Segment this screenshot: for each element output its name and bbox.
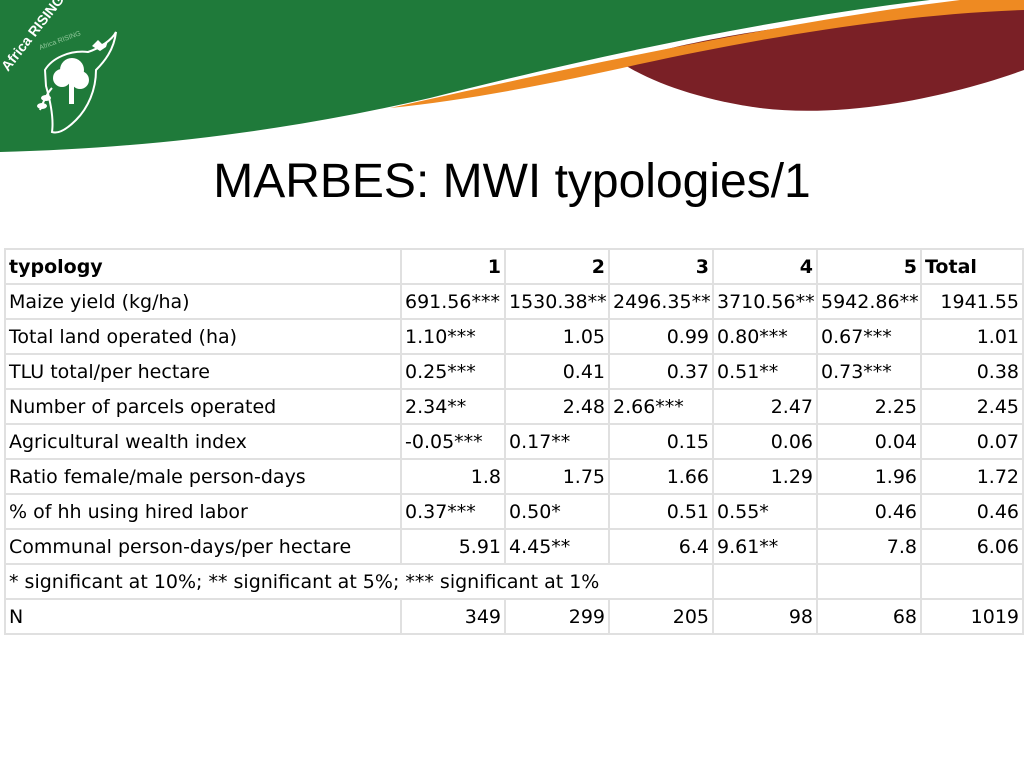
table-cell: 349 (400, 598, 506, 635)
table-cell: 1530.38** (504, 283, 610, 320)
table-cell: 691.56*** (400, 283, 506, 320)
significance-note: * significant at 10%; ** significant at … (4, 563, 714, 600)
table-cell: 2.47 (712, 388, 818, 425)
sample-size-row: N 349 299 205 98 68 1019 (4, 598, 1024, 635)
table-cell: 6.4 (608, 528, 714, 565)
table-cell: 1.72 (920, 458, 1024, 495)
table-cell: 0.37*** (400, 493, 506, 530)
orange-swoosh (390, 0, 1024, 108)
table-cell: 5 (816, 248, 922, 285)
row-label-cell: N (4, 598, 402, 635)
row-label-cell: Agricultural wealth index (4, 423, 402, 460)
table-cell: 1.75 (504, 458, 610, 495)
empty-cell (920, 563, 1024, 600)
table-cell: 4 (712, 248, 818, 285)
row-label-cell: % of hh using hired labor (4, 493, 402, 530)
table-row: Communal person-days/per hectare 5.91 4.45… (4, 528, 1024, 565)
table-cell: 1.96 (816, 458, 922, 495)
table-cell: 299 (504, 598, 610, 635)
table-cell: 1.01 (920, 318, 1024, 355)
table-cell: 0.67*** (816, 318, 922, 355)
table-cell: 0.04 (816, 423, 922, 460)
table-cell: 0.37 (608, 353, 714, 390)
table-cell: 5.91 (400, 528, 506, 565)
table-cell: 0.99 (608, 318, 714, 355)
table-row: Number of parcels operated 2.34** 2.48 2.66… (4, 388, 1024, 425)
table-cell: 0.80*** (712, 318, 818, 355)
table-cell: 1.10*** (400, 318, 506, 355)
maroon-swoosh (620, 8, 1024, 111)
table-row: Agricultural wealth index -0.05*** 0.17** 0… (4, 423, 1024, 460)
table-cell: 2496.35** (608, 283, 714, 320)
table-cell: 98 (712, 598, 818, 635)
significance-note-row: * significant at 10%; ** significant at … (4, 563, 1024, 600)
row-label-cell: Ratio female/male person-days (4, 458, 402, 495)
row-label-cell: Communal person-days/per hectare (4, 528, 402, 565)
table-row: TLU total/per hectare 0.25*** 0.41 0.37 0.51… (4, 353, 1024, 390)
table-cell: 1.8 (400, 458, 506, 495)
table-cell: 2 (504, 248, 610, 285)
table-cell: 4.45** (504, 528, 610, 565)
table-row: % of hh using hired labor 0.37*** 0.50* 0.5… (4, 493, 1024, 530)
table-cell: 5942.86** (816, 283, 922, 320)
green-swoosh (0, 0, 930, 152)
table-cell: 6.06 (920, 528, 1024, 565)
table-cell: 3 (608, 248, 714, 285)
table-cell: 3710.56** (712, 283, 818, 320)
row-label-cell: Total land operated (ha) (4, 318, 402, 355)
table-cell: 68 (816, 598, 922, 635)
table-cell: 2.25 (816, 388, 922, 425)
table-cell: 0.51** (712, 353, 818, 390)
row-label-cell: Number of parcels operated (4, 388, 402, 425)
logo-subtext: Africa RISING (38, 30, 82, 52)
table-cell: 0.06 (712, 423, 818, 460)
table-cell: 205 (608, 598, 714, 635)
table-cell: 2.48 (504, 388, 610, 425)
table-cell: 1941.55 (920, 283, 1024, 320)
table-cell: Total (920, 248, 1024, 285)
table-cell: 0.07 (920, 423, 1024, 460)
empty-cell (816, 563, 922, 600)
table-cell: 0.55* (712, 493, 818, 530)
table-cell: 2.45 (920, 388, 1024, 425)
table-cell: 7.8 (816, 528, 922, 565)
typology-table: typology 1 2 3 4 5 Total Maize yield (kg/ha) 691… (4, 248, 1024, 635)
table-cell: 0.41 (504, 353, 610, 390)
table-row: Ratio female/male person-days 1.8 1.75 1.66… (4, 458, 1024, 495)
row-label-cell: TLU total/per hectare (4, 353, 402, 390)
africa-rising-logo: Africa RISING Africa RISING (0, 0, 117, 134)
table-cell: 1.29 (712, 458, 818, 495)
table-cell: 1.05 (504, 318, 610, 355)
table-cell: -0.05*** (400, 423, 506, 460)
table-cell: 1 (400, 248, 506, 285)
logo-text: Africa RISING (0, 0, 67, 74)
empty-cell (712, 563, 818, 600)
header-banner (0, 0, 1024, 155)
row-label-cell: Maize yield (kg/ha) (4, 283, 402, 320)
table-cell: 0.15 (608, 423, 714, 460)
table-cell: 0.50* (504, 493, 610, 530)
slide-title: MARBES: MWI typologies/1 (213, 155, 811, 208)
table-cell: 2.66*** (608, 388, 714, 425)
table-cell: 1019 (920, 598, 1024, 635)
table-cell: 0.73*** (816, 353, 922, 390)
table-cell: 0.46 (920, 493, 1024, 530)
table-cell: 0.17** (504, 423, 610, 460)
table-cell: 9.61** (712, 528, 818, 565)
table-cell: 1.66 (608, 458, 714, 495)
table-cell: 0.51 (608, 493, 714, 530)
table-cell: 0.38 (920, 353, 1024, 390)
row-label-cell: typology (4, 248, 402, 285)
table-cell: 2.34** (400, 388, 506, 425)
table-row: Maize yield (kg/ha) 691.56*** 1530.38** 249… (4, 283, 1024, 320)
table-cell: 0.46 (816, 493, 922, 530)
table-cell: 0.25*** (400, 353, 506, 390)
table-header-row: typology 1 2 3 4 5 Total (4, 248, 1024, 285)
table-row: Total land operated (ha) 1.10*** 1.05 0.99 0… (4, 318, 1024, 355)
